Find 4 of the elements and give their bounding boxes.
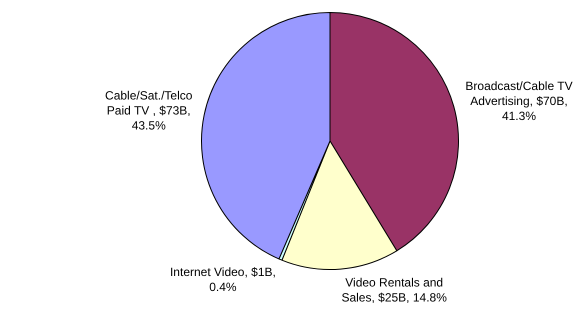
slice-label: Internet Video, $1B, 0.4% [170, 264, 276, 294]
slice-label: Video Rentals and Sales, $25B, 14.8% [341, 275, 448, 304]
slice-label: Broadcast/Cable TV Advertising, $70B, 41.3% [465, 78, 573, 123]
slice-label: Cable/Sat./Telco Paid TV , $73B, 43.5% [105, 88, 193, 132]
